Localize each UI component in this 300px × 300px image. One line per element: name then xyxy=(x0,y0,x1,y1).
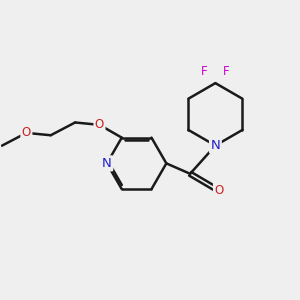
Text: N: N xyxy=(102,157,112,170)
Text: F: F xyxy=(201,65,207,78)
Text: O: O xyxy=(22,126,31,140)
Text: O: O xyxy=(214,184,224,196)
Text: F: F xyxy=(224,65,230,78)
Text: O: O xyxy=(95,118,104,131)
Text: N: N xyxy=(211,139,220,152)
